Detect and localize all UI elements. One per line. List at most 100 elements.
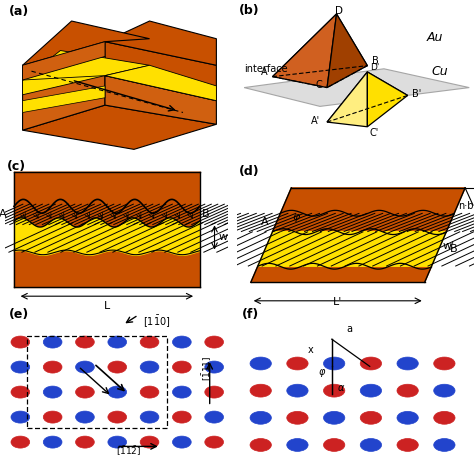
Text: D': D' — [370, 63, 379, 72]
Text: $[1\bar{1}0]$: $[1\bar{1}0]$ — [143, 313, 170, 329]
Circle shape — [11, 436, 30, 448]
Text: a: a — [346, 324, 352, 334]
Polygon shape — [327, 72, 367, 127]
Circle shape — [397, 384, 418, 397]
Polygon shape — [23, 86, 105, 112]
Circle shape — [205, 386, 224, 398]
Text: L: L — [104, 301, 110, 311]
Circle shape — [434, 357, 455, 370]
Polygon shape — [327, 14, 367, 88]
Circle shape — [250, 438, 271, 451]
Circle shape — [250, 384, 271, 397]
Circle shape — [108, 336, 127, 348]
Circle shape — [43, 361, 62, 373]
Polygon shape — [105, 41, 216, 100]
Circle shape — [434, 384, 455, 397]
Circle shape — [287, 411, 308, 424]
Text: $\varphi$: $\varphi$ — [318, 367, 326, 379]
Text: A: A — [0, 209, 7, 219]
Circle shape — [108, 361, 127, 373]
Text: $[\bar{1}1\bar{2}]$: $[\bar{1}1\bar{2}]$ — [116, 444, 142, 458]
Circle shape — [43, 386, 62, 398]
Circle shape — [360, 384, 382, 397]
Circle shape — [173, 386, 191, 398]
Text: (a): (a) — [9, 5, 29, 18]
Text: C: C — [315, 80, 322, 89]
Text: (d): (d) — [239, 165, 260, 178]
Circle shape — [173, 336, 191, 348]
Circle shape — [140, 436, 159, 448]
Text: B: B — [450, 244, 458, 254]
Circle shape — [360, 357, 382, 370]
Circle shape — [250, 411, 271, 424]
Polygon shape — [327, 72, 408, 122]
Circle shape — [397, 411, 418, 424]
Circle shape — [397, 438, 418, 451]
Text: Cu: Cu — [431, 65, 448, 78]
Circle shape — [287, 384, 308, 397]
Text: (b): (b) — [239, 4, 260, 17]
Circle shape — [108, 436, 127, 448]
Polygon shape — [258, 232, 447, 266]
Polygon shape — [23, 51, 149, 80]
Circle shape — [173, 361, 191, 373]
Polygon shape — [105, 76, 216, 124]
Text: $\varphi$: $\varphi$ — [292, 212, 301, 224]
Text: w': w' — [443, 241, 455, 251]
Circle shape — [75, 436, 94, 448]
Polygon shape — [23, 21, 149, 65]
Text: D: D — [335, 6, 343, 16]
Polygon shape — [105, 65, 216, 100]
Circle shape — [323, 357, 345, 370]
Text: A: A — [261, 67, 267, 77]
Circle shape — [205, 336, 224, 348]
Text: B: B — [372, 56, 379, 66]
Circle shape — [75, 336, 94, 348]
Circle shape — [75, 361, 94, 373]
Circle shape — [108, 386, 127, 398]
Text: C': C' — [370, 128, 379, 138]
Circle shape — [287, 357, 308, 370]
Polygon shape — [105, 21, 216, 65]
Polygon shape — [23, 41, 105, 130]
Polygon shape — [273, 14, 337, 88]
Circle shape — [11, 361, 30, 373]
Circle shape — [11, 336, 30, 348]
Circle shape — [360, 411, 382, 424]
Text: $\alpha$: $\alpha$ — [337, 383, 345, 393]
Circle shape — [11, 386, 30, 398]
Circle shape — [43, 436, 62, 448]
Text: w: w — [218, 232, 228, 242]
Circle shape — [140, 361, 159, 373]
Circle shape — [250, 357, 271, 370]
Circle shape — [434, 411, 455, 424]
Circle shape — [108, 411, 127, 423]
Polygon shape — [251, 266, 431, 282]
Text: $[\bar{1}11]$: $[\bar{1}11]$ — [201, 355, 214, 381]
Polygon shape — [273, 213, 454, 232]
Circle shape — [323, 438, 345, 451]
Circle shape — [173, 411, 191, 423]
Polygon shape — [244, 69, 469, 106]
Polygon shape — [23, 41, 105, 80]
Circle shape — [287, 438, 308, 451]
Text: Au: Au — [427, 30, 443, 44]
Text: (e): (e) — [9, 308, 29, 321]
Circle shape — [434, 438, 455, 451]
Circle shape — [323, 384, 345, 397]
Polygon shape — [23, 56, 105, 95]
Circle shape — [397, 357, 418, 370]
Circle shape — [173, 436, 191, 448]
Text: B: B — [201, 209, 209, 219]
Circle shape — [205, 411, 224, 423]
Circle shape — [11, 411, 30, 423]
Circle shape — [140, 386, 159, 398]
Text: B': B' — [412, 89, 422, 99]
Circle shape — [140, 411, 159, 423]
Polygon shape — [281, 188, 465, 213]
Polygon shape — [367, 72, 408, 127]
Text: n·b: n·b — [458, 201, 474, 211]
Text: x: x — [308, 345, 314, 355]
Text: (f): (f) — [242, 308, 259, 321]
Text: A': A' — [310, 116, 319, 126]
